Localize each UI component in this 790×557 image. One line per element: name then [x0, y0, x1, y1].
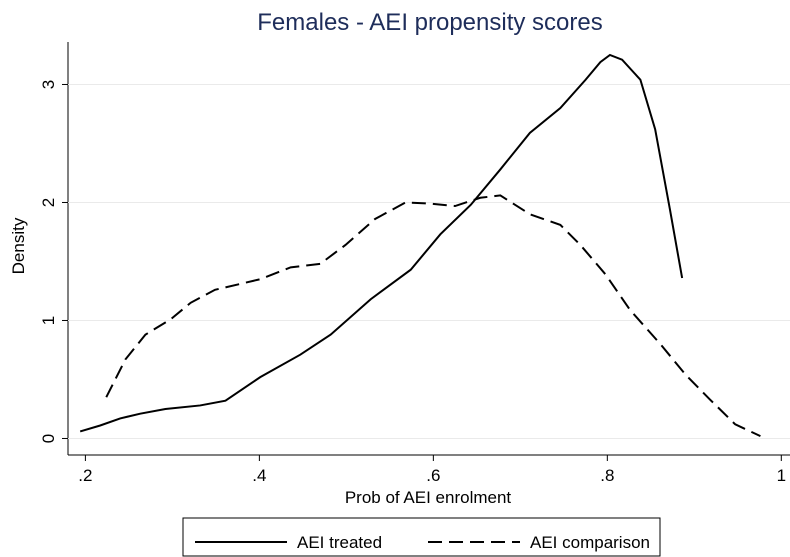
x-tick-label: .4	[252, 466, 266, 485]
x-tick-label: 1	[777, 466, 786, 485]
y-tick-label: 0	[39, 434, 58, 443]
x-tick-label: .8	[600, 466, 614, 485]
y-tick-label: 3	[39, 80, 58, 89]
density-line	[79, 53, 684, 433]
y-axis-label: Density	[9, 217, 28, 274]
legend-label: AEI comparison	[530, 533, 650, 552]
y-tick-label: 2	[39, 198, 58, 207]
x-tick-label: .2	[78, 466, 92, 485]
legend-label: AEI treated	[297, 533, 382, 552]
chart-title: Females - AEI propensity scores	[257, 9, 602, 36]
legend-box	[182, 517, 661, 557]
x-tick-label: .6	[426, 466, 440, 485]
y-tick-label: 1	[39, 316, 58, 325]
x-axis-label: Prob of AEI enrolment	[345, 488, 512, 507]
density-line	[105, 194, 761, 438]
